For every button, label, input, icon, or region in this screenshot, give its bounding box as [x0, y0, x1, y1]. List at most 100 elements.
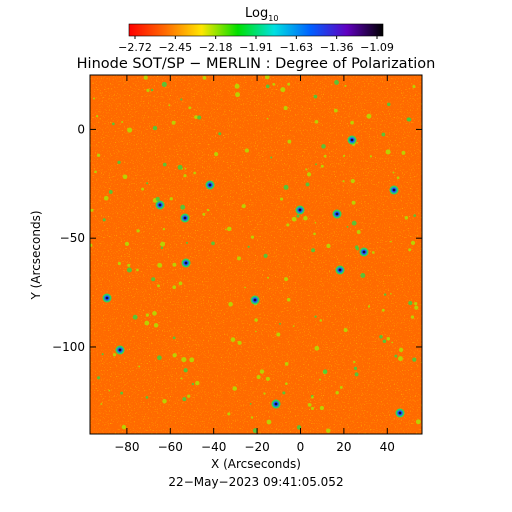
feature-dot — [160, 246, 164, 250]
plot-frame — [89, 74, 423, 435]
feature-dot — [152, 311, 157, 316]
feature-dot — [90, 208, 94, 212]
colorbar-tick-label: −2.72 — [118, 41, 152, 54]
feature-dot — [311, 248, 316, 253]
feature-dot — [382, 339, 387, 344]
feature-dot — [94, 170, 97, 174]
feature-dot — [161, 81, 167, 88]
feature-dot — [406, 117, 411, 122]
heatmap-image — [90, 75, 422, 434]
feature-dot — [124, 241, 130, 246]
feature-dot — [314, 221, 317, 224]
feature-dot — [259, 369, 265, 374]
feature-dot — [252, 428, 258, 433]
feature-center — [105, 296, 109, 300]
feature-dot — [314, 119, 319, 124]
feature-dot — [270, 156, 273, 159]
feature-dot — [321, 144, 326, 149]
feature-dot — [120, 391, 124, 395]
feature-dot — [263, 253, 268, 258]
feature-dot — [136, 268, 139, 272]
colorbar-tick-label: −1.63 — [279, 41, 313, 54]
feature-dot — [152, 125, 158, 131]
colorbar-label: Log10 — [245, 6, 278, 23]
feature-dot — [172, 353, 177, 358]
feature-center — [362, 250, 366, 254]
colorbar-tick-label: −1.09 — [360, 41, 394, 54]
feature-dot — [126, 267, 132, 273]
polarization-features — [90, 75, 421, 433]
feature-dot — [265, 84, 270, 89]
feature-dot — [214, 152, 219, 157]
x-tick-label: −60 — [158, 440, 183, 454]
feature-dot — [287, 82, 291, 86]
feature-dot — [263, 392, 266, 395]
feature-dot — [410, 240, 416, 246]
feature-dot — [306, 172, 312, 177]
feature-dot — [155, 196, 160, 201]
y-axis-label: Y (Arcseconds) — [29, 210, 43, 300]
feature-dot — [97, 376, 101, 380]
feature-dot — [379, 334, 383, 339]
feature-center — [338, 268, 342, 272]
feature-dot — [414, 301, 418, 306]
feature-dot — [177, 164, 183, 170]
feature-dot — [229, 227, 232, 230]
feature-dot — [211, 241, 215, 246]
feature-dot — [183, 368, 188, 373]
feature-dot — [408, 248, 412, 252]
feature-center — [208, 183, 212, 187]
feature-dot — [141, 187, 145, 191]
feature-dot — [95, 114, 99, 118]
feature-dot — [339, 385, 343, 389]
feature-dot — [292, 325, 295, 327]
feature-dot — [244, 286, 246, 289]
feature-dot — [256, 374, 261, 380]
feature-dot — [162, 228, 166, 231]
feature-dot — [385, 149, 391, 155]
feature-dot — [157, 262, 163, 268]
feature-dot — [303, 215, 308, 221]
feature-dot — [172, 262, 177, 267]
feature-dot — [396, 176, 400, 180]
feature-dot — [181, 356, 187, 363]
feature-dot — [398, 347, 404, 353]
feature-dot — [285, 382, 288, 386]
feature-dot — [157, 355, 162, 361]
feature-dot — [320, 164, 324, 168]
feature-dot — [282, 391, 286, 395]
feature-dot — [255, 330, 257, 333]
feature-dot — [182, 397, 187, 402]
feature-dot — [227, 412, 231, 416]
timestamp: 22−May−2023 09:41:05.052 — [168, 475, 343, 489]
feature-dot — [197, 115, 202, 120]
feature-dot — [235, 92, 241, 98]
colorbar-ticks: −2.72 −2.45 −2.18 −1.91 −1.63 −1.36 −1.09 — [118, 36, 394, 54]
feature-dot — [230, 337, 236, 342]
feature-dot — [185, 241, 189, 244]
feature-dot — [146, 182, 149, 185]
feature-dot — [335, 391, 339, 395]
feature-dot — [218, 132, 222, 136]
colorbar-tick-label: −2.45 — [158, 41, 192, 54]
feature-dot — [237, 340, 242, 345]
colorbar-tick-label: −1.36 — [320, 41, 354, 54]
feature-dot — [224, 228, 227, 231]
feature-dot — [132, 314, 138, 320]
feature-dot — [122, 174, 128, 180]
feature-dot — [390, 240, 392, 243]
feature-dot — [267, 276, 270, 279]
feature-dot — [266, 419, 272, 425]
y-axis: 0 −50 −100 — [52, 122, 422, 354]
feature-dot — [356, 141, 359, 144]
feature-dot — [232, 386, 238, 391]
feature-dot — [397, 356, 403, 362]
feature-center — [158, 203, 162, 207]
feature-dot — [287, 139, 292, 144]
feature-dot — [276, 332, 281, 337]
feature-dot — [296, 214, 300, 218]
feature-dot — [117, 160, 121, 164]
feature-center — [350, 138, 354, 142]
feature-dot — [410, 315, 415, 319]
x-axis: −80 −60 −40 −20 0 20 40 — [114, 75, 395, 454]
